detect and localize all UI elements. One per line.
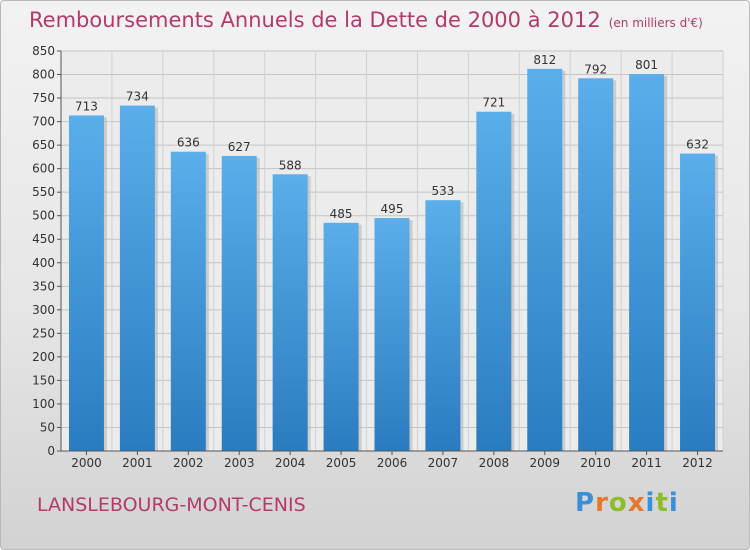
logo-letter: x [627, 488, 646, 518]
y-tick-label: 250 [32, 326, 55, 340]
y-tick-label: 850 [32, 44, 55, 58]
bars [68, 68, 719, 452]
y-tick-label: 700 [32, 115, 55, 129]
labels: 0 50 100 150 200 250 300 350 400 450 500 550 600 650 7… [32, 44, 713, 470]
x-tick-label: 2010 [580, 456, 611, 470]
y-tick-label: 400 [32, 256, 55, 270]
y-tick-label: 600 [32, 162, 55, 176]
data-label: 533 [431, 184, 454, 198]
y-tick-label: 0 [47, 444, 55, 458]
y-tick-label: 200 [32, 350, 55, 364]
logo-letter: t [655, 488, 669, 518]
logo-letter: i [645, 488, 656, 518]
x-tick-label: 2001 [122, 456, 153, 470]
data-label: 792 [584, 62, 607, 76]
chart-subtitle: (en milliers d'€) [608, 16, 703, 30]
logo-letter: r [595, 488, 609, 518]
bar-2000 [68, 115, 104, 452]
data-label: 632 [686, 138, 709, 152]
city-name: LANSLEBOURG-MONT-CENIS [37, 494, 306, 516]
data-label: 627 [228, 140, 251, 154]
x-tick-label: 2008 [479, 456, 510, 470]
y-tick-label: 650 [32, 138, 55, 152]
bar-2006 [374, 218, 410, 451]
bar-2012 [680, 153, 716, 451]
bar-2008 [476, 111, 512, 452]
data-label: 801 [635, 58, 658, 72]
data-label: 812 [533, 53, 556, 67]
bar-2011 [629, 74, 665, 451]
data-label: 734 [126, 90, 149, 104]
data-label: 636 [177, 136, 200, 150]
bar-2004 [272, 174, 308, 451]
proxiti-logo[interactable]: Proxiti [575, 488, 679, 518]
data-label: 485 [330, 207, 353, 221]
data-label: 713 [75, 99, 98, 113]
bar-2002 [170, 151, 206, 452]
y-tick-label: 500 [32, 209, 55, 223]
data-label: 495 [381, 202, 404, 216]
chart-title-text: Remboursements Annuels de la Dette de 20… [29, 8, 601, 32]
y-tick-label: 800 [32, 68, 55, 82]
bar-2003 [221, 155, 257, 452]
x-tick-label: 2004 [275, 456, 306, 470]
x-tick-label: 2000 [71, 456, 102, 470]
y-tick-label: 450 [32, 232, 55, 246]
bar-2009 [527, 68, 563, 451]
y-tick-label: 150 [32, 373, 55, 387]
y-tick-label: 100 [32, 397, 55, 411]
logo-letter: o [608, 488, 628, 518]
bar-2007 [425, 200, 461, 451]
bar-2005 [323, 222, 359, 451]
x-tick-label: 2003 [224, 456, 255, 470]
y-tick-label: 300 [32, 303, 55, 317]
x-tick-label: 2007 [428, 456, 459, 470]
x-tick-label: 2012 [682, 456, 713, 470]
x-tick-label: 2009 [529, 456, 560, 470]
chart-title: Remboursements Annuels de la Dette de 20… [29, 8, 703, 32]
logo-letter: P [575, 488, 596, 518]
data-label: 721 [482, 96, 505, 110]
x-tick-label: 2006 [377, 456, 408, 470]
y-tick-label: 50 [40, 420, 55, 434]
logo-letter: i [668, 488, 679, 518]
y-tick-label: 550 [32, 185, 55, 199]
data-label: 588 [279, 158, 302, 172]
x-tick-label: 2002 [173, 456, 204, 470]
y-tick-label: 350 [32, 279, 55, 293]
x-tick-label: 2005 [326, 456, 357, 470]
bar-2001 [119, 105, 155, 452]
y-tick-label: 750 [32, 91, 55, 105]
x-tick-label: 2011 [631, 456, 662, 470]
bar-2010 [578, 78, 614, 451]
axes [57, 50, 723, 455]
